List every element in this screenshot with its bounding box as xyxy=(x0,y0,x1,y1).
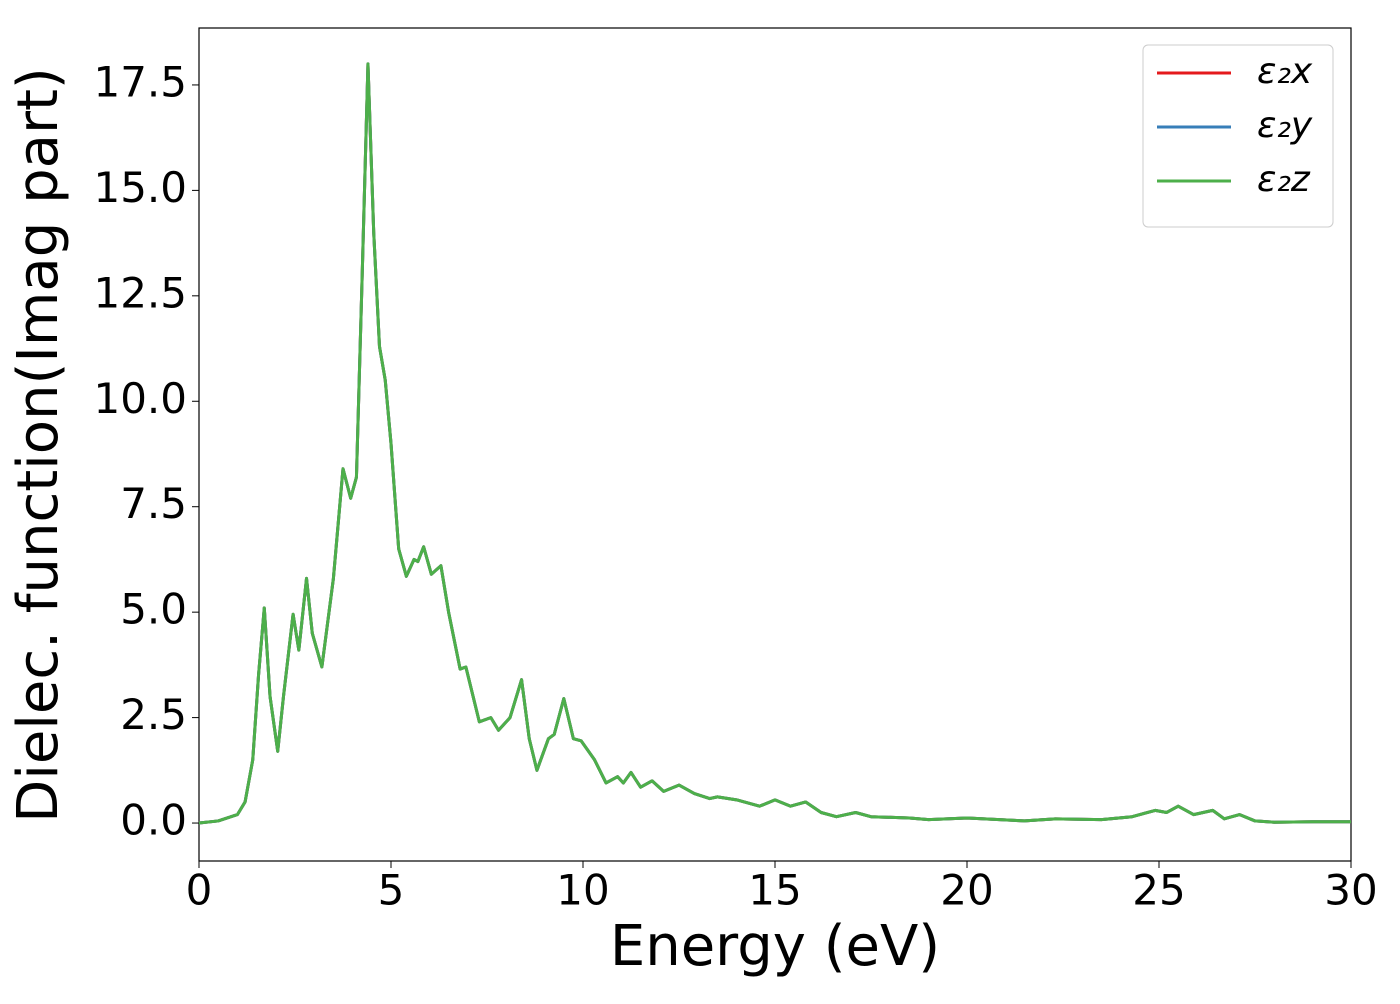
legend-label: ε₂y xyxy=(1257,105,1313,146)
data-line xyxy=(198,62,1351,825)
x-tick-label: 25 xyxy=(1132,866,1185,915)
y-tick-label: 10.0 xyxy=(93,374,187,423)
y-tick-label: 0.0 xyxy=(120,796,187,845)
x-axis-label: Energy (eV) xyxy=(610,914,940,979)
x-tick-label: 0 xyxy=(186,866,213,915)
y-tick-label: 17.5 xyxy=(93,57,187,106)
y-tick-label: 12.5 xyxy=(93,268,187,317)
x-tick-label: 10 xyxy=(556,866,609,915)
y-axis-label: Dielec. function(Imag part) xyxy=(6,67,71,823)
x-tick-label: 5 xyxy=(378,866,405,915)
x-tick-label: 30 xyxy=(1324,866,1377,915)
x-tick-label: 15 xyxy=(748,866,801,915)
y-tick-label: 2.5 xyxy=(120,690,187,739)
legend-label: ε₂x xyxy=(1257,51,1313,92)
y-tick-label: 5.0 xyxy=(120,585,187,634)
y-tick-label: 7.5 xyxy=(120,479,187,528)
x-tick-label: 20 xyxy=(940,866,993,915)
y-tick-label: 15.0 xyxy=(93,163,187,212)
legend-label: ε₂z xyxy=(1257,159,1311,200)
